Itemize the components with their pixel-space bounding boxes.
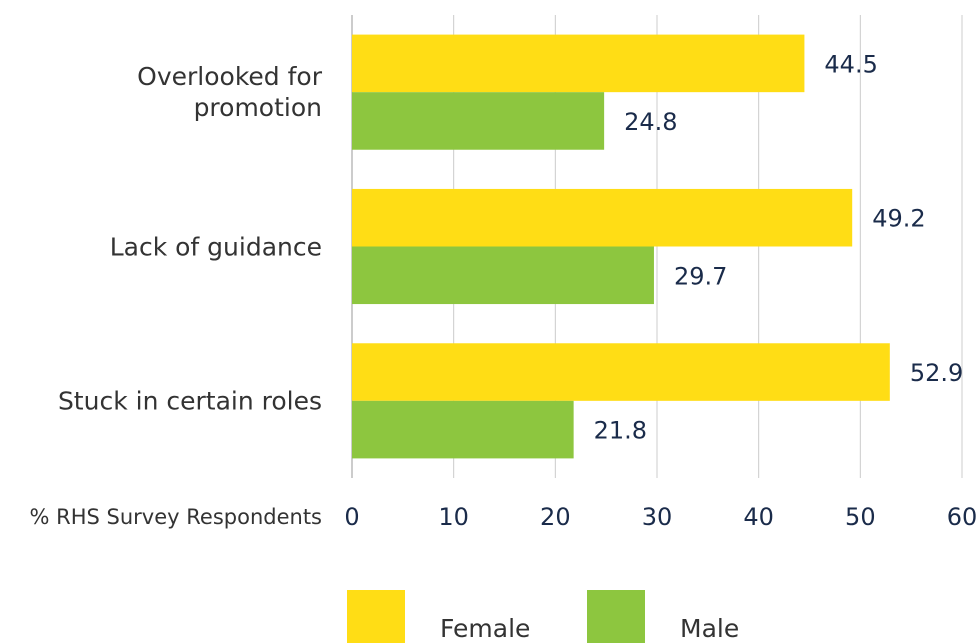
bar [352, 92, 605, 150]
x-tick-label: 50 [845, 503, 876, 531]
value-label: 24.8 [624, 108, 677, 136]
legend-label: Male [680, 614, 739, 643]
value-label: 49.2 [872, 205, 925, 233]
x-axis-label: % RHS Survey Respondents [30, 505, 322, 529]
x-tick-label: 60 [947, 503, 977, 531]
value-label: 29.7 [674, 262, 727, 290]
legend-label: Female [440, 614, 530, 643]
x-tick-label: 0 [344, 503, 359, 531]
bar [352, 246, 654, 305]
value-label: 52.9 [910, 359, 963, 387]
legend-swatch [587, 590, 645, 643]
bar [352, 188, 853, 247]
y-tick-label: Overlooked for promotion [137, 62, 322, 123]
bar [352, 400, 574, 459]
x-tick-label: 30 [642, 503, 673, 531]
x-tick-label: 10 [438, 503, 469, 531]
legend-swatch [347, 590, 405, 643]
x-tick-label: 20 [540, 503, 571, 531]
y-tick-label: Lack of guidance [109, 232, 322, 261]
x-tick-label: 40 [743, 503, 774, 531]
bar [352, 343, 890, 401]
y-tick-label: Stuck in certain roles [57, 386, 322, 416]
bar [352, 34, 805, 93]
value-label: 44.5 [824, 50, 877, 78]
value-label: 21.8 [594, 417, 647, 445]
